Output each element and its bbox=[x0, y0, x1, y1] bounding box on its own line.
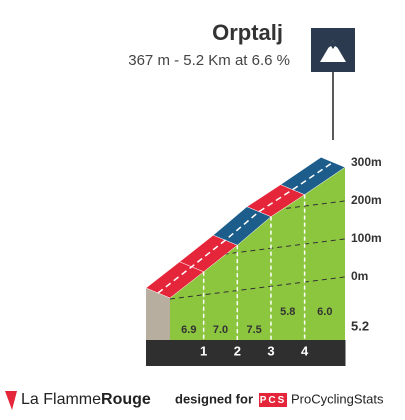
x-tick-label: 5.2 bbox=[351, 318, 369, 333]
grid-line bbox=[170, 276, 345, 300]
x-tick-label: 2 bbox=[234, 343, 241, 358]
gradient-label: 6.0 bbox=[317, 306, 332, 318]
gradient-label: 5.8 bbox=[280, 306, 295, 318]
flame-icon bbox=[5, 391, 17, 410]
profile-segment bbox=[170, 271, 204, 340]
brand: La FlammeRouge bbox=[21, 391, 151, 408]
pcs-text: PCS bbox=[260, 395, 287, 406]
x-tick-label: 1 bbox=[200, 343, 207, 358]
y-tick-label: 100m bbox=[351, 231, 382, 245]
profile-segment bbox=[304, 167, 345, 340]
mountain-snow bbox=[328, 40, 338, 49]
profile-segment bbox=[270, 194, 305, 340]
y-tick-label: 300m bbox=[351, 155, 382, 169]
brand-b: Rouge bbox=[101, 391, 151, 408]
chart-title: Orptalj bbox=[212, 20, 283, 45]
gradient-label: 6.9 bbox=[181, 324, 196, 336]
chart-subtitle: 367 m - 5.2 Km at 6.6 % bbox=[128, 52, 290, 69]
designed-for: designed for bbox=[175, 391, 253, 406]
plot: 0m 100m 200m 300m 1 2 3 4 5.2 6.9 7.0 7.5 5.8 6.0 bbox=[145, 155, 382, 366]
profile-segment bbox=[203, 245, 238, 340]
gradient-label: 7.5 bbox=[246, 324, 261, 336]
profile-segment bbox=[237, 216, 271, 340]
ridge-centerline bbox=[157, 161, 334, 294]
mountain-icon bbox=[320, 40, 346, 62]
base-strip bbox=[146, 340, 345, 366]
gradient-label: 7.0 bbox=[213, 324, 228, 336]
side-face bbox=[146, 288, 170, 340]
footer: La FlammeRouge designed for PCS ProCycli… bbox=[5, 391, 384, 410]
pcs-logo bbox=[259, 393, 287, 407]
y-tick-label: 200m bbox=[351, 193, 382, 207]
y-tick-label: 0m bbox=[351, 269, 368, 283]
brand-a: La Flamme bbox=[21, 391, 101, 408]
site-name: ProCyclingStats bbox=[291, 391, 384, 406]
x-tick-label: 4 bbox=[301, 343, 309, 358]
x-tick-label: 3 bbox=[267, 343, 274, 358]
